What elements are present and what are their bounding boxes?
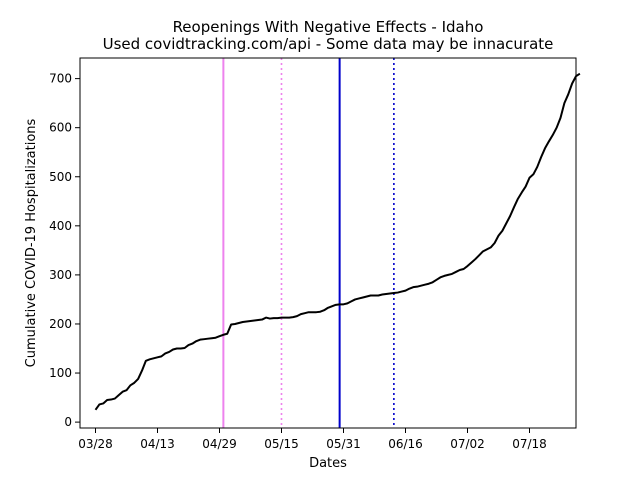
y-tick-label: 600 [49, 121, 72, 135]
reopening-markers [222, 58, 395, 428]
y-axis-ticks: 0 100 200 300 400 500 600 700 [49, 72, 80, 429]
data-series [94, 72, 581, 411]
x-tick-label: 07/02 [450, 437, 485, 451]
plot-frame [79, 57, 577, 429]
y-tick-label: 700 [49, 72, 72, 86]
x-axis-ticks: 03/28 04/13 04/29 05/15 05/31 06/16 07/02 07/18 [78, 428, 547, 451]
x-tick-label: 05/15 [264, 437, 299, 451]
series-line-1 [94, 72, 581, 411]
y-tick-label: 100 [49, 366, 72, 380]
x-tick-label: 05/31 [326, 437, 361, 451]
y-tick-label: 400 [49, 219, 72, 233]
x-tick-label: 06/16 [388, 437, 423, 451]
y-tick-label: 0 [64, 415, 72, 429]
x-axis-label: Dates [309, 456, 347, 471]
y-tick-label: 300 [49, 268, 72, 282]
chart-title: Reopenings With Negative Effects - Idaho [173, 18, 484, 36]
y-tick-label: 500 [49, 170, 72, 184]
y-tick-label: 200 [49, 317, 72, 331]
x-tick-label: 03/28 [78, 437, 113, 451]
chart-subtitle: Used covidtracking.com/api - Some data m… [103, 35, 554, 53]
y-axis-label: Cumulative COVID-19 Hospitalizations [24, 118, 39, 367]
x-tick-label: 07/18 [512, 437, 547, 451]
x-tick-label: 04/13 [140, 437, 175, 451]
x-tick-label: 04/29 [202, 437, 237, 451]
